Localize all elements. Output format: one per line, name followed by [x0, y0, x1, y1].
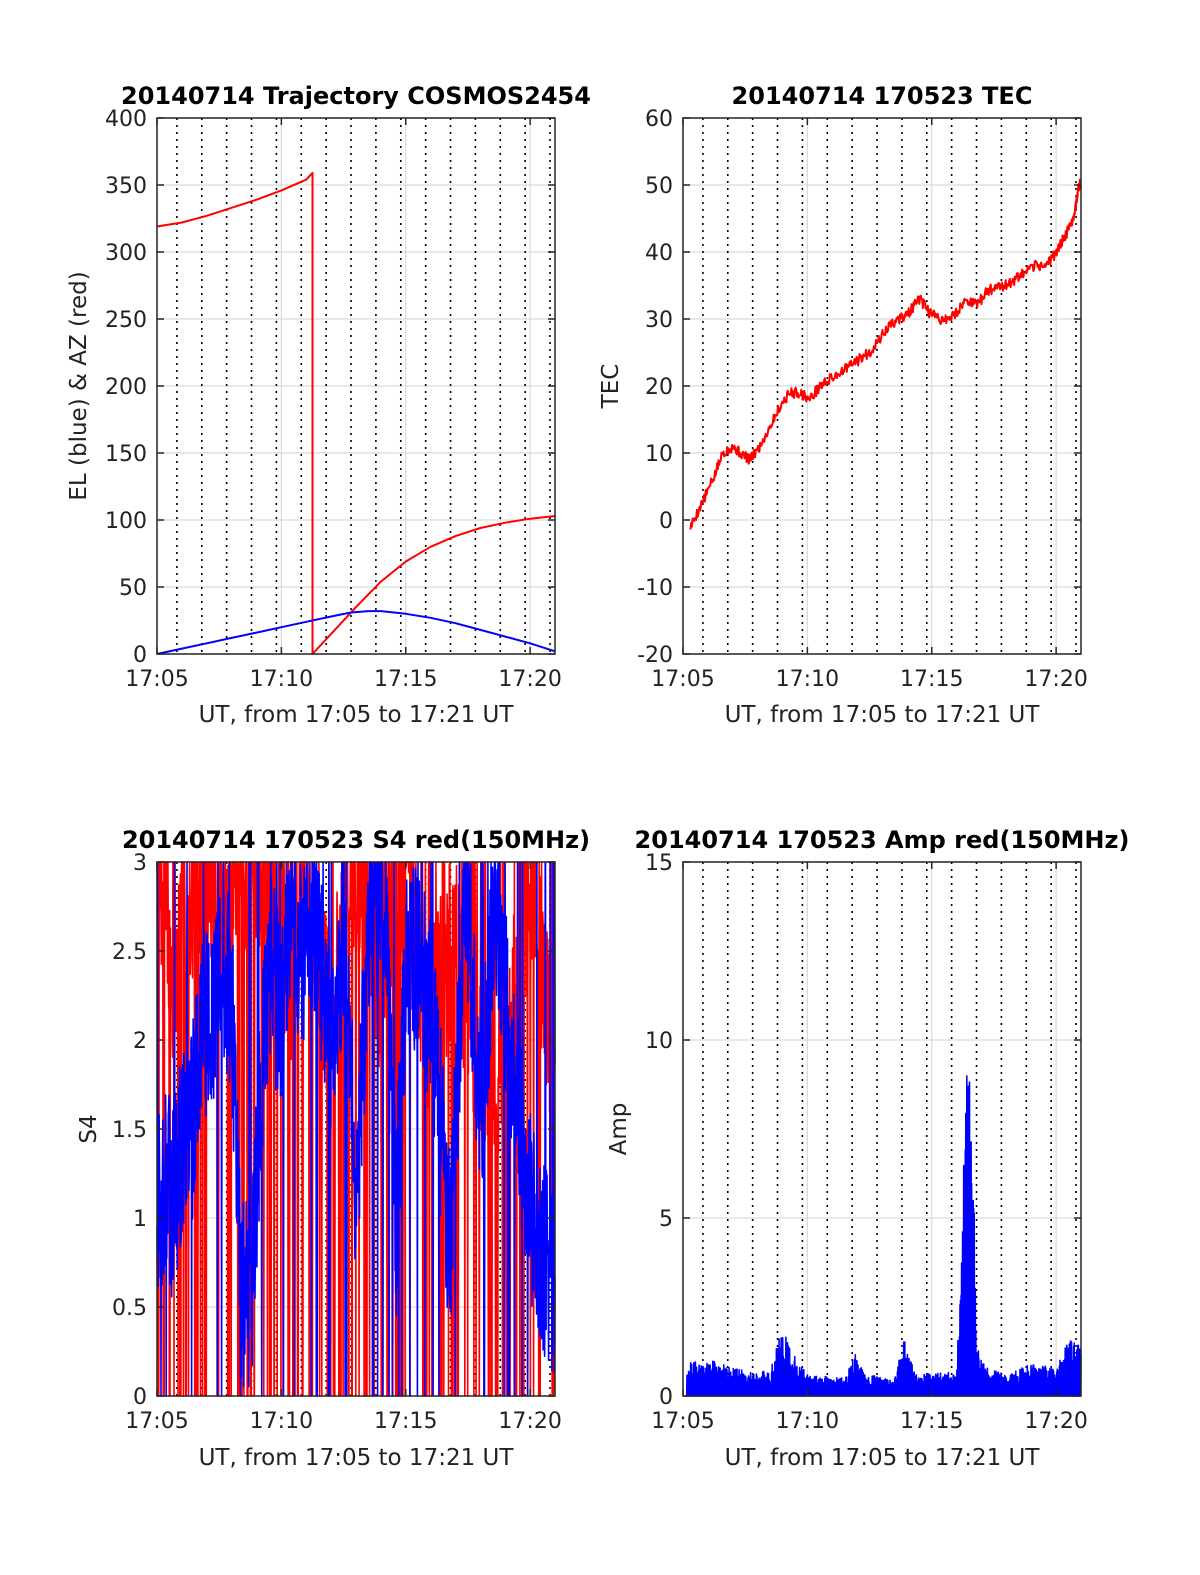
panel-amp: 17:05 17:10 17:15 17:20 0 5 10 15 20140714 1705…	[606, 826, 1129, 1471]
amp-axes-box	[682, 861, 1082, 1397]
trajectory-xtick-label: 17:05	[125, 667, 188, 692]
s4-xlabel: UT, from 17:05 to 17:21 UT	[199, 1445, 515, 1471]
panel-tec: 17:05 17:10 17:15 17:20-20-100102030405060 …	[598, 82, 1088, 728]
tec-ticks: 17:05 17:10 17:15 17:20 -20 -10 0 10 20 30 40 50 60	[637, 107, 1088, 692]
panel-trajectory: 17:05 17:10 17:15 17:20 0 50 100 150 200 250 300 35…	[66, 82, 591, 728]
s4-ytick-label: 0.5	[112, 1296, 147, 1321]
tec-ylabel: TEC	[598, 364, 624, 410]
tec-series	[689, 178, 1082, 530]
s4-ytick-label: 0	[133, 1385, 147, 1410]
s4-xtick-label: 17:15	[374, 1409, 437, 1434]
trajectory-ytick-label: 150	[105, 442, 147, 467]
trajectory-ylabel: EL (blue) & AZ (red)	[66, 271, 92, 500]
tec-xtick-label: 17:20	[1024, 667, 1087, 692]
tec-series-line-0	[689, 178, 1082, 530]
tec-ytick-label: 40	[645, 241, 673, 266]
s4-ylabel: S4	[76, 1114, 102, 1143]
amp-ytick-label: 10	[645, 1029, 673, 1054]
trajectory-ytick-label: 250	[105, 308, 147, 333]
tec-grid	[682, 117, 1081, 655]
tec-ytick-label: 30	[645, 308, 673, 333]
s4-ytick-label: 2.5	[112, 940, 147, 965]
amp-ticks: 17:05 17:10 17:15 17:20 0 5 10 15	[645, 851, 1088, 1434]
amp-xtick-label: 17:20	[1024, 1409, 1087, 1434]
trajectory-ticks: 17:05 17:10 17:15 17:20 0 50 100 150 200 250 300 35…	[105, 107, 562, 692]
trajectory-ytick-label: 400	[105, 107, 147, 132]
tec-ytick-label: 20	[645, 375, 673, 400]
s4-ytick-label: 1	[133, 1207, 147, 1232]
panel-s4: 17:05 17:10 17:15 17:20 0 0.5 1 1.5 2 2.5 3 201407…	[76, 826, 590, 1471]
amp-ylabel: Amp	[606, 1103, 632, 1156]
tec-xtick-label: 17:10	[776, 667, 839, 692]
trajectory-ytick-label: 300	[105, 241, 147, 266]
s4-xtick-label: 17:05	[125, 1409, 188, 1434]
trajectory-xtick-label: 17:15	[374, 667, 437, 692]
trajectory-title: 20140714 Trajectory COSMOS2454	[121, 82, 591, 110]
tec-xtick-label: 17:05	[651, 667, 714, 692]
amp-xtick-label: 17:10	[776, 1409, 839, 1434]
amp-series-line-1	[685, 1075, 1082, 1397]
s4-xtick-label: 17:20	[498, 1409, 561, 1434]
amp-title: 20140714 170523 Amp red(150MHz)	[635, 826, 1130, 854]
trajectory-series-line-1	[156, 610, 556, 655]
tec-ytick-label: 50	[645, 174, 673, 199]
tec-title: 20140714 170523 TEC	[732, 82, 1033, 110]
s4-ytick-label: 3	[133, 851, 147, 876]
s4-ytick-label: 1.5	[112, 1118, 147, 1143]
amp-xtick-label: 17:15	[900, 1409, 963, 1434]
amp-ytick-label: 5	[659, 1207, 673, 1232]
tec-ytick-label: 60	[645, 107, 673, 132]
trajectory-series	[156, 171, 556, 655]
trajectory-ytick-label: 200	[105, 375, 147, 400]
trajectory-ytick-label: 100	[105, 509, 147, 534]
tec-ytick-label: -10	[637, 576, 673, 601]
trajectory-ytick-label: 0	[133, 643, 147, 668]
s4-xtick-label: 17:10	[250, 1409, 313, 1434]
trajectory-series-line-0	[156, 171, 556, 655]
amp-ytick-label: 0	[659, 1385, 673, 1410]
tec-xlabel: UT, from 17:05 to 17:21 UT	[725, 702, 1041, 728]
amp-ytick-label: 15	[645, 851, 673, 876]
s4-series-line-1	[156, 861, 556, 1397]
amp-xlabel: UT, from 17:05 to 17:21 UT	[725, 1445, 1041, 1471]
trajectory-ytick-label: 50	[119, 576, 147, 601]
trajectory-xtick-label: 17:20	[498, 667, 561, 692]
amp-xtick-label: 17:05	[651, 1409, 714, 1434]
tec-ytick-label: 10	[645, 442, 673, 467]
s4-title: 20140714 170523 S4 red(150MHz)	[122, 826, 590, 854]
trajectory-ytick-label: 350	[105, 174, 147, 199]
s4-series	[156, 861, 556, 1397]
tec-ytick-label: 0	[659, 509, 673, 534]
s4-ticks: 17:05 17:10 17:15 17:20 0 0.5 1 1.5 2 2.5 3	[112, 851, 562, 1434]
tec-xtick-label: 17:15	[900, 667, 963, 692]
trajectory-xtick-label: 17:10	[250, 667, 313, 692]
trajectory-xlabel: UT, from 17:05 to 17:21 UT	[199, 702, 515, 728]
s4-ytick-label: 2	[133, 1029, 147, 1054]
tec-ytick-label: -20	[637, 643, 673, 668]
